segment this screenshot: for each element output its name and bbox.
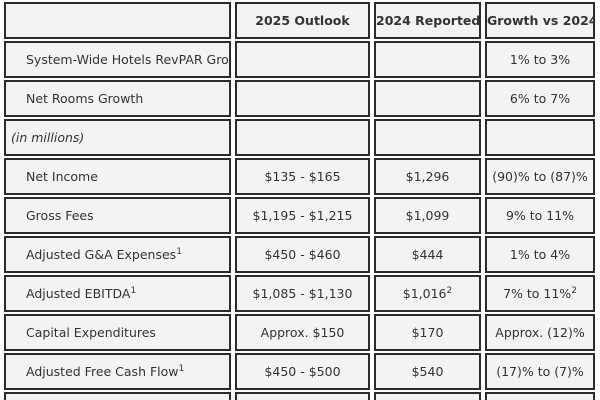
table-row-revpar-growth: System-Wide Hotels RevPAR Growth 1% to 3… — [4, 41, 595, 78]
cell-text: 7% to 11% — [503, 286, 572, 301]
table-row-partial-clipped — [4, 392, 595, 400]
cell-text: $540 — [411, 364, 444, 379]
cell-text: Approx. $150 — [260, 325, 345, 340]
row-label: (in millions) — [4, 119, 231, 156]
cell-text: (in millions) — [11, 130, 85, 145]
footnote-marker: 2 — [446, 285, 453, 296]
table-row-adjusted-free-cash-flow: Adjusted Free Cash Flow1 $450 - $500 $54… — [4, 353, 595, 390]
reported-value — [374, 392, 481, 400]
outlook-value — [235, 80, 370, 117]
cell-text: System-Wide Hotels RevPAR Growth — [26, 52, 231, 67]
cell-text: Approx. (12)% — [495, 325, 585, 340]
reported-value: $540 — [374, 353, 481, 390]
cell-text: 9% to 11% — [505, 208, 575, 223]
cell-text: (90)% to (87)% — [492, 169, 588, 184]
row-label: Net Income — [4, 158, 231, 195]
growth-value: (90)% to (87)% — [485, 158, 595, 195]
cell-text: $170 — [411, 325, 444, 340]
table-row-in-millions-note: (in millions) — [4, 119, 595, 156]
growth-value: 7% to 11%2 — [485, 275, 595, 312]
header-2025-outlook: 2025 Outlook — [235, 2, 370, 39]
reported-value — [374, 119, 481, 156]
header-2024-reported: 2024 Reported — [374, 2, 481, 39]
growth-value — [485, 392, 595, 400]
outlook-value: $450 - $500 — [235, 353, 370, 390]
row-label: Net Rooms Growth — [4, 80, 231, 117]
growth-value: 6% to 7% — [485, 80, 595, 117]
outlook-value: $135 - $165 — [235, 158, 370, 195]
cell-text: 1% to 4% — [509, 247, 571, 262]
cell-text: Gross Fees — [26, 208, 94, 223]
footnote-marker: 1 — [178, 363, 185, 374]
growth-value — [485, 119, 595, 156]
footnote-marker: 2 — [571, 285, 577, 296]
cell-text: 6% to 7% — [509, 91, 571, 106]
table-row-net-income: Net Income $135 - $165 $1,296 (90)% to (… — [4, 158, 595, 195]
row-label: Adjusted EBITDA1 — [4, 275, 231, 312]
cell-text: $1,099 — [405, 208, 450, 223]
cell-text: Net Rooms Growth — [26, 91, 144, 106]
cell-text: $1,016 — [402, 286, 447, 301]
cell-text: Adjusted Free Cash Flow — [26, 364, 179, 379]
outlook-value — [235, 392, 370, 400]
footnote-marker: 1 — [130, 285, 137, 296]
table-row-capital-expenditures: Capital Expenditures Approx. $150 $170 A… — [4, 314, 595, 351]
outlook-value: $450 - $460 — [235, 236, 370, 273]
row-label — [4, 392, 231, 400]
cell-text: $135 - $165 — [264, 169, 341, 184]
cell-text: $1,195 - $1,215 — [252, 208, 353, 223]
outlook-value: $1,085 - $1,130 — [235, 275, 370, 312]
header-growth-vs-2024: Growth vs 2024 — [485, 2, 595, 39]
cell-text: Net Income — [26, 169, 98, 184]
outlook-value: $1,195 - $1,215 — [235, 197, 370, 234]
table-row-adjusted-ga-expenses: Adjusted G&A Expenses1 $450 - $460 $444 … — [4, 236, 595, 273]
cell-text: $444 — [411, 247, 444, 262]
growth-value: (17)% to (7)% — [485, 353, 595, 390]
growth-value: 1% to 4% — [485, 236, 595, 273]
row-label: Gross Fees — [4, 197, 231, 234]
row-label: Adjusted Free Cash Flow1 — [4, 353, 231, 390]
cell-text: 1% to 3% — [509, 52, 571, 67]
cell-text: $450 - $460 — [264, 247, 341, 262]
reported-value: $1,0162 — [374, 275, 481, 312]
footnote-marker: 1 — [176, 246, 182, 257]
cell-text: Adjusted EBITDA — [26, 286, 131, 301]
cell-text: Capital Expenditures — [26, 325, 156, 340]
table-row-gross-fees: Gross Fees $1,195 - $1,215 $1,099 9% to … — [4, 197, 595, 234]
table-row-net-rooms-growth: Net Rooms Growth 6% to 7% — [4, 80, 595, 117]
reported-value: $1,296 — [374, 158, 481, 195]
outlook-value — [235, 41, 370, 78]
cell-text: $1,085 - $1,130 — [252, 286, 353, 301]
reported-value: $170 — [374, 314, 481, 351]
cell-text: Adjusted G&A Expenses — [26, 247, 177, 262]
table-row-adjusted-ebitda: Adjusted EBITDA1 $1,085 - $1,130 $1,0162… — [4, 275, 595, 312]
table-header-row: 2025 Outlook 2024 Reported Growth vs 202… — [4, 2, 595, 39]
cell-text: (17)% to (7)% — [496, 364, 584, 379]
reported-value: $1,099 — [374, 197, 481, 234]
growth-value: 1% to 3% — [485, 41, 595, 78]
reported-value — [374, 41, 481, 78]
growth-value: 9% to 11% — [485, 197, 595, 234]
header-metric-cell — [4, 2, 231, 39]
outlook-value: Approx. $150 — [235, 314, 370, 351]
reported-value — [374, 80, 481, 117]
row-label: Capital Expenditures — [4, 314, 231, 351]
outlook-value — [235, 119, 370, 156]
row-label: Adjusted G&A Expenses1 — [4, 236, 231, 273]
row-label: System-Wide Hotels RevPAR Growth — [4, 41, 231, 78]
cell-text: $450 - $500 — [264, 364, 341, 379]
growth-value: Approx. (12)% — [485, 314, 595, 351]
reported-value: $444 — [374, 236, 481, 273]
cell-text: $1,296 — [405, 169, 450, 184]
